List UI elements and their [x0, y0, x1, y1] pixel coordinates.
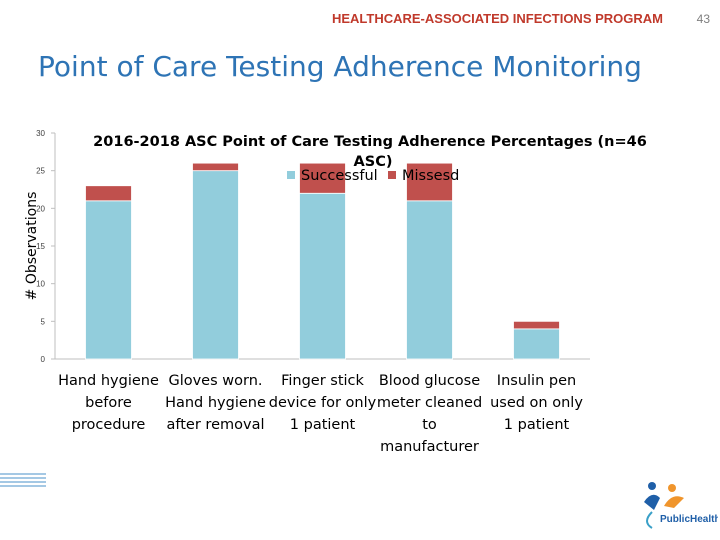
y-tick-label: 10 [36, 280, 45, 289]
logo-figure-orange-body [664, 496, 684, 508]
logo-figure-blue-head [648, 482, 656, 490]
chart-title-line-2: ASC) [354, 154, 393, 170]
bar-missesd-4 [406, 162, 453, 202]
x-category-label: Blood glucose [379, 373, 480, 389]
logo-text: PublicHealth [660, 514, 718, 525]
y-axis-label: # Observations [24, 192, 40, 301]
decorative-lines [0, 473, 46, 487]
logo-figure-orange-head [668, 484, 676, 492]
x-category-label: to [422, 417, 437, 433]
x-category-label: Insulin pen [497, 373, 576, 389]
public-health-logo: PublicHealth [644, 482, 718, 529]
x-category-label: 1 patient [290, 417, 356, 433]
bar-missesd-1 [85, 185, 132, 202]
x-category-label: Hand hygiene [58, 373, 159, 389]
y-tick-label: 5 [41, 317, 46, 326]
x-category-label: manufacturer [380, 439, 479, 455]
legend-label-successful: Successful [301, 168, 378, 184]
y-tick-label: 20 [36, 204, 45, 213]
bar-successful-1 [85, 200, 132, 360]
program-header: HEALTHCARE-ASSOCIATED INFECTIONS PROGRAM [331, 11, 663, 26]
legend-swatch-successful [287, 171, 295, 179]
slide-title: Point of Care Testing Adherence Monitori… [38, 50, 642, 83]
legend-swatch-missesd [388, 171, 396, 179]
x-category-label: Gloves worn. [168, 373, 262, 389]
x-category-label: after removal [167, 417, 265, 433]
y-tick-label: 15 [36, 242, 45, 251]
page-number: 43 [696, 12, 710, 26]
y-tick-label: 25 [36, 167, 45, 176]
x-category-label: device for only [269, 395, 377, 411]
bar-successful-2 [192, 170, 239, 360]
bar-successful-5 [513, 328, 560, 360]
logo-swoosh [646, 511, 653, 529]
x-category-label: meter cleaned [377, 395, 482, 411]
bar-successful-4 [406, 200, 453, 360]
bar-missesd-5 [513, 320, 560, 330]
bar-successful-3 [299, 192, 346, 360]
chart-title-line-1: 2016-2018 ASC Point of Care Testing Adhe… [93, 134, 647, 150]
x-category-label: procedure [72, 417, 146, 433]
x-category-label: before [85, 395, 132, 411]
y-tick-label: 30 [36, 129, 45, 138]
y-tick-label: 0 [41, 355, 46, 364]
x-category-label: used on only [490, 395, 583, 411]
x-category-label: 1 patient [504, 417, 570, 433]
bar-missesd-3 [299, 162, 346, 194]
x-category-label: Finger stick [281, 373, 364, 389]
stacked-bar-chart: 0 5 10 15 20 25 30 # Observations Hand hygiene be… [24, 129, 647, 455]
logo-figure-blue-body [644, 494, 660, 510]
bar-missesd-2 [192, 162, 239, 172]
legend-label-missesd: Missesd [402, 168, 459, 184]
x-category-label: Hand hygiene [165, 395, 266, 411]
